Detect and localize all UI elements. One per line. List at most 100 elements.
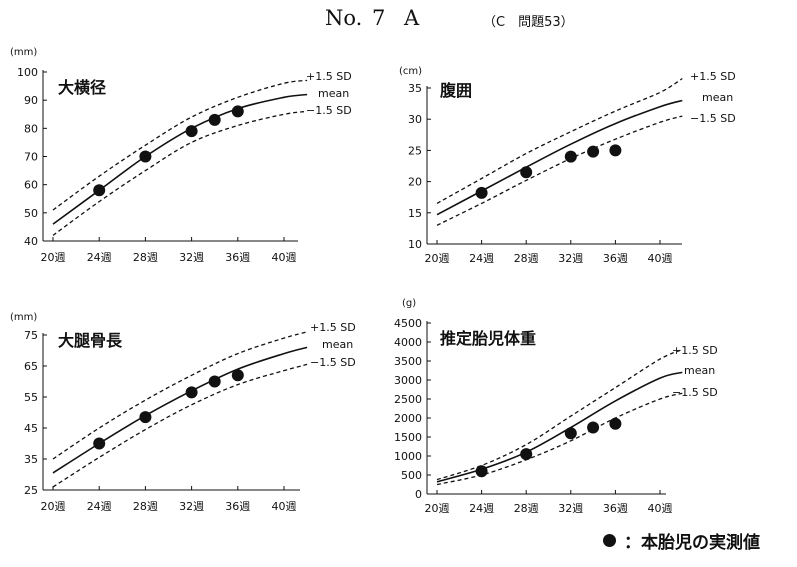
x-tick-label: 36週 — [225, 500, 250, 513]
y-tick-label: 500 — [401, 469, 422, 482]
measured-point — [139, 411, 152, 424]
series-label: +1.5 SD — [310, 321, 356, 334]
measured-point — [587, 145, 600, 158]
y-tick-label: 35 — [24, 453, 38, 466]
y-tick-label: 60 — [24, 179, 38, 192]
measured-point — [520, 448, 533, 461]
series-line-plus-1-5sd — [436, 78, 683, 204]
unit-label: (g) — [402, 298, 416, 309]
legend: ：本胎児の実測値 — [603, 528, 760, 553]
chart-panel-2: 10 15 20 25 30 35 20週 24週 28週 32週 36週 40週 (cm) 腹囲 +1.5… — [399, 66, 736, 265]
series-line-mean — [436, 99, 683, 216]
x-tick-label: 32週 — [179, 251, 204, 264]
series-label: mean — [684, 364, 715, 377]
x-tick-label: 32週 — [179, 500, 204, 513]
x-tick-label: 28週 — [514, 502, 539, 515]
y-tick-label: 2500 — [394, 393, 422, 406]
x-tick-label: 20週 — [425, 502, 450, 515]
series-label: +1.5 SD — [690, 70, 736, 83]
measured-point — [475, 465, 488, 478]
measured-point — [231, 369, 244, 382]
measured-point — [93, 437, 106, 450]
series-label: mean — [322, 338, 353, 351]
series-line-mean — [436, 371, 683, 483]
chart-panel-1: 40 50 60 70 80 90 100 20週 24週 28週 32週 36週 40週 (mm) 大横径… — [10, 47, 352, 264]
x-tick-label: 20週 — [425, 252, 450, 265]
series-line-mean — [52, 93, 308, 225]
x-tick-label: 40週 — [272, 251, 297, 264]
x-tick-label: 36週 — [225, 251, 250, 264]
y-tick-label: 4500 — [394, 317, 422, 330]
y-tick-label: 2000 — [394, 412, 422, 425]
unit-label: (cm) — [399, 66, 422, 77]
measured-point — [231, 105, 244, 118]
x-tick-label: 32週 — [558, 252, 583, 265]
measured-point — [208, 375, 221, 388]
chart-title: 推定胎児体重 — [440, 329, 536, 348]
series-label: +1.5 SD — [306, 70, 352, 83]
measured-point — [587, 421, 600, 434]
series-label: −1.5 SD — [672, 386, 718, 399]
y-tick-label: 55 — [24, 391, 38, 404]
y-tick-label: 65 — [24, 360, 38, 373]
x-tick-label: 28週 — [133, 251, 158, 264]
y-tick-label: 4000 — [394, 336, 422, 349]
y-tick-label: 10 — [408, 238, 422, 251]
y-tick-label: 45 — [24, 422, 38, 435]
x-tick-label: 20週 — [41, 500, 66, 513]
series-label: +1.5 SD — [672, 344, 718, 357]
y-tick-label: 1500 — [394, 431, 422, 444]
series-line-minus-1-5sd — [436, 115, 683, 226]
series-line-plus-1-5sd — [436, 348, 683, 481]
chart-title: 腹囲 — [440, 81, 472, 100]
measured-point — [93, 184, 106, 197]
x-tick-label: 40週 — [272, 500, 297, 513]
page-header: No. 7 A （C 問題53） — [0, 6, 797, 34]
chart-panel-4: 0 500 1000 1500 2000 2500 3000 3500 4000 4500 20週 2… — [394, 298, 718, 515]
measured-point — [564, 427, 577, 440]
x-tick-label: 24週 — [469, 252, 494, 265]
chart-title: 大横径 — [58, 78, 106, 97]
chart-title: 大腿骨長 — [58, 331, 123, 350]
y-tick-label: 25 — [24, 484, 38, 497]
measured-point — [609, 417, 622, 430]
series-line-plus-1-5sd — [52, 79, 308, 211]
unit-label: (mm) — [10, 47, 37, 58]
measured-point — [185, 125, 198, 138]
series-line-minus-1-5sd — [52, 110, 308, 236]
series-line-minus-1-5sd — [52, 363, 308, 488]
measured-point — [475, 186, 488, 199]
x-tick-label: 28週 — [133, 500, 158, 513]
y-tick-label: 80 — [24, 122, 38, 135]
y-tick-label: 50 — [24, 207, 38, 220]
legend-dot-icon — [603, 533, 616, 547]
y-tick-label: 25 — [408, 144, 422, 157]
header-letter: A — [404, 6, 420, 30]
x-tick-label: 40週 — [648, 502, 673, 515]
header-question-id: （C 問題53） — [483, 15, 574, 30]
x-tick-label: 24週 — [87, 251, 112, 264]
measured-point — [520, 166, 533, 179]
header-number: 7 — [372, 6, 386, 30]
x-tick-label: 20週 — [41, 251, 66, 264]
measured-point — [564, 150, 577, 163]
series-label: −1.5 SD — [690, 112, 736, 125]
x-tick-label: 24週 — [87, 500, 112, 513]
measured-point — [185, 386, 198, 399]
x-tick-label: 32週 — [558, 502, 583, 515]
x-tick-label: 40週 — [648, 252, 673, 265]
y-tick-label: 75 — [24, 329, 38, 342]
y-tick-label: 70 — [24, 151, 38, 164]
measured-point — [139, 150, 152, 163]
x-tick-label: 36週 — [603, 502, 628, 515]
x-tick-label: 24週 — [469, 502, 494, 515]
y-tick-label: 100 — [17, 66, 38, 79]
series-line-plus-1-5sd — [52, 331, 308, 460]
x-tick-label: 36週 — [603, 252, 628, 265]
y-tick-label: 3000 — [394, 374, 422, 387]
x-tick-label: 28週 — [514, 252, 539, 265]
unit-label: (mm) — [10, 312, 37, 323]
y-tick-label: 30 — [408, 113, 422, 126]
series-label: mean — [702, 91, 733, 104]
y-tick-label: 35 — [408, 82, 422, 95]
